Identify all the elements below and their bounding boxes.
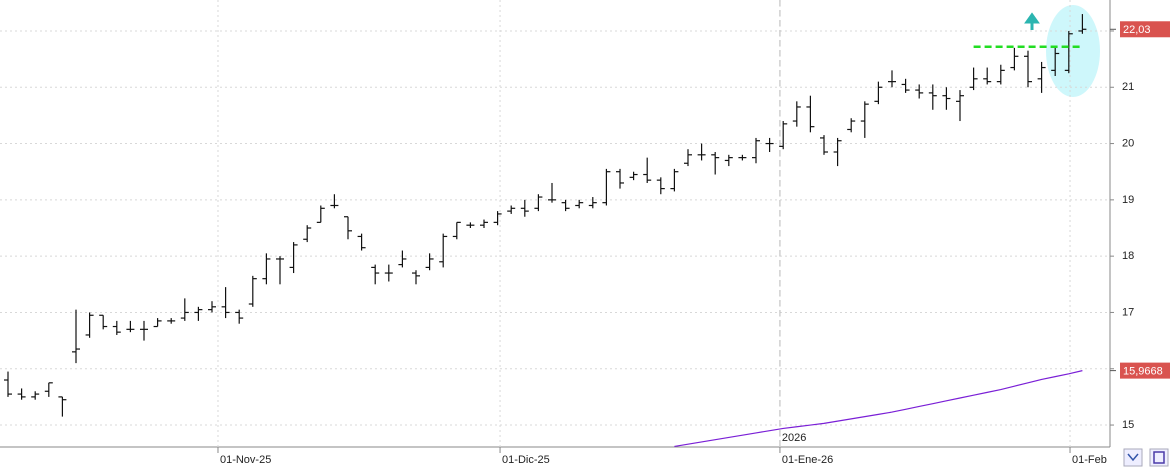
highlight-ellipse	[1046, 5, 1100, 97]
x-tick-label: 01-Nov-25	[220, 454, 271, 466]
y-tick-label: 17	[1122, 306, 1134, 318]
y-tick-label: 15	[1122, 419, 1134, 431]
price-tag-label: 22,03	[1123, 24, 1151, 36]
chevron-icon	[1127, 453, 1139, 462]
plot-area: 151617181920212201-Nov-2501-Dic-2501-Ene…	[0, 0, 1134, 466]
collapse-button[interactable]	[1123, 448, 1143, 467]
y-tick-label: 20	[1122, 137, 1134, 149]
price-tag	[1120, 362, 1170, 379]
x-tick-label: 01-Dic-25	[502, 454, 550, 466]
x-tick-label: 01-Ene-26	[782, 454, 833, 466]
save-icon	[1153, 451, 1165, 464]
price-tag	[1120, 21, 1170, 38]
x-tick-label: 01-Feb	[1072, 454, 1107, 466]
y-tick-label: 19	[1122, 194, 1134, 206]
moving-average-line	[674, 370, 1083, 448]
up-arrow	[1024, 12, 1040, 30]
year-label: 2026	[782, 432, 806, 444]
y-tick-label: 18	[1122, 250, 1134, 262]
price-tag-label: 15,9668	[1123, 366, 1163, 378]
y-tick-label: 21	[1122, 81, 1134, 93]
